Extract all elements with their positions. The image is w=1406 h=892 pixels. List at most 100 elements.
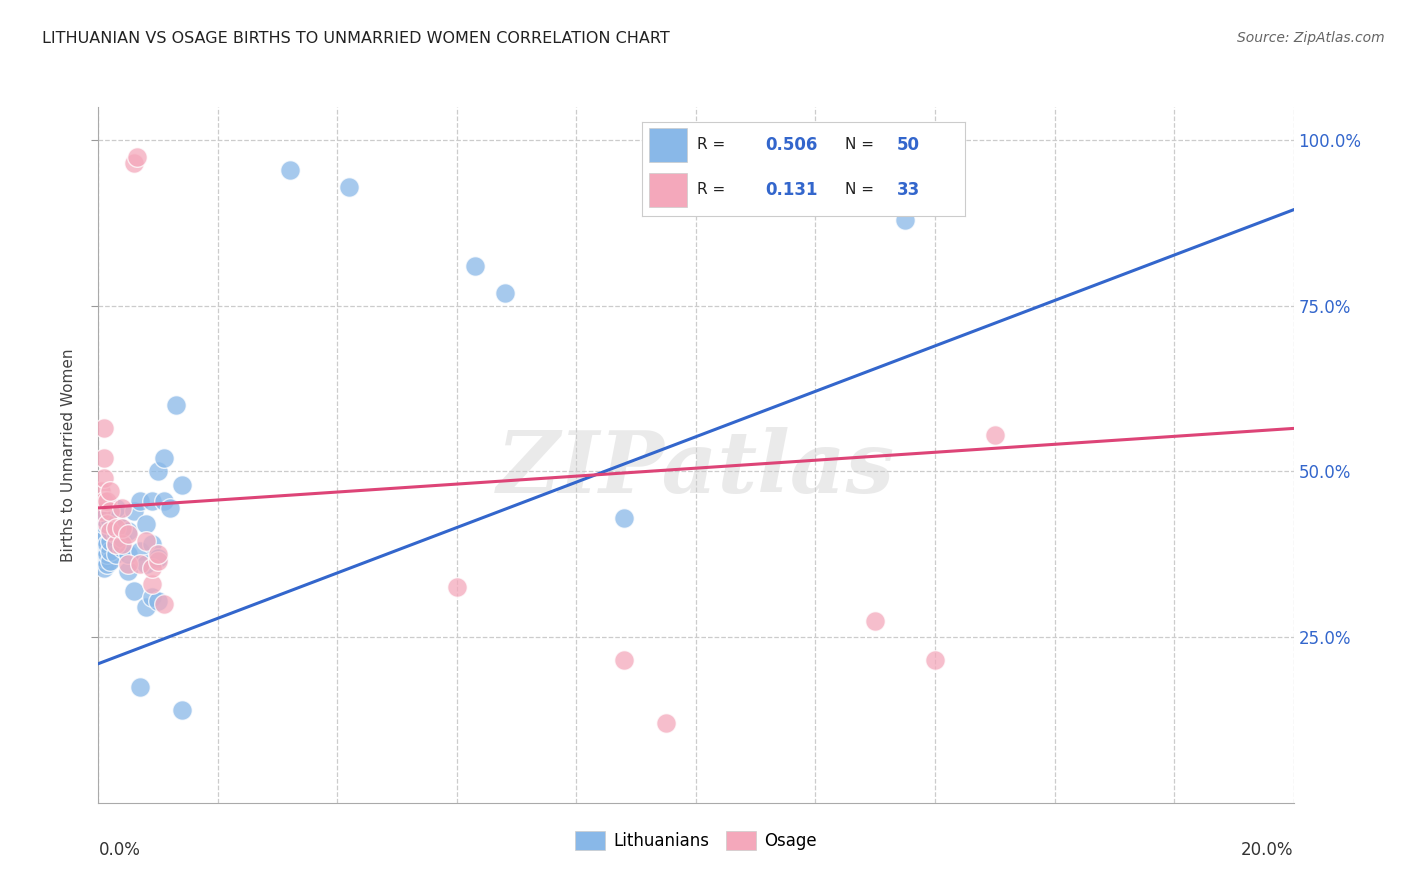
Point <box>93 511 115 525</box>
Point <box>984 428 1007 442</box>
Point <box>111 500 134 515</box>
Point <box>105 521 128 535</box>
Point <box>129 494 152 508</box>
Point <box>924 653 946 667</box>
Bar <box>648 128 688 161</box>
Point <box>135 558 157 572</box>
Point <box>96 558 118 572</box>
Point <box>141 537 163 551</box>
Point <box>129 544 152 558</box>
Point <box>124 504 146 518</box>
Point <box>613 511 636 525</box>
Point <box>105 508 128 522</box>
Point <box>96 494 118 508</box>
Point <box>93 494 115 508</box>
Point <box>117 558 139 572</box>
Point <box>148 593 170 607</box>
Point <box>135 534 157 549</box>
Point <box>117 527 139 541</box>
Legend: Lithuanians, Osage: Lithuanians, Osage <box>568 824 824 857</box>
Point <box>93 531 115 545</box>
Point <box>100 544 122 558</box>
Point <box>165 398 187 412</box>
Point <box>105 537 128 551</box>
Point <box>90 504 112 518</box>
Point <box>117 564 139 578</box>
Point <box>90 544 112 558</box>
Text: R =: R = <box>697 137 725 153</box>
Point <box>129 680 152 694</box>
Point <box>159 500 181 515</box>
Point <box>153 597 176 611</box>
Point <box>93 471 115 485</box>
Point <box>100 484 122 499</box>
Point <box>894 212 917 227</box>
Point <box>339 179 360 194</box>
Point <box>111 521 134 535</box>
Point <box>105 500 128 515</box>
Point <box>655 716 678 731</box>
Point <box>127 150 149 164</box>
Point <box>117 547 139 561</box>
Text: 20.0%: 20.0% <box>1241 841 1294 859</box>
Point <box>117 524 139 538</box>
Point <box>141 560 163 574</box>
Y-axis label: Births to Unmarried Women: Births to Unmarried Women <box>60 348 76 562</box>
Point <box>105 527 128 541</box>
Point <box>93 451 115 466</box>
Text: N =: N = <box>845 183 875 197</box>
Point <box>100 524 122 538</box>
Point <box>90 554 112 568</box>
Text: LITHUANIAN VS OSAGE BIRTHS TO UNMARRIED WOMEN CORRELATION CHART: LITHUANIAN VS OSAGE BIRTHS TO UNMARRIED … <box>42 31 669 46</box>
Point <box>865 614 887 628</box>
Point <box>93 541 115 555</box>
Point <box>100 554 122 568</box>
Text: 0.131: 0.131 <box>765 181 817 199</box>
Bar <box>648 173 688 207</box>
Point <box>93 421 115 435</box>
Point <box>135 517 157 532</box>
Point <box>105 547 128 561</box>
Point <box>124 156 146 170</box>
Point <box>141 591 163 605</box>
Text: 0.0%: 0.0% <box>98 841 141 859</box>
Point <box>148 547 170 561</box>
Point <box>93 550 115 565</box>
Text: R =: R = <box>697 183 725 197</box>
Text: 0.506: 0.506 <box>765 136 817 154</box>
Point <box>90 534 112 549</box>
Point <box>446 581 468 595</box>
Point <box>172 703 194 717</box>
Point <box>141 494 163 508</box>
Point <box>124 583 146 598</box>
Point <box>105 537 128 551</box>
Point <box>111 541 134 555</box>
Text: ZIPatlas: ZIPatlas <box>496 427 896 510</box>
Point <box>111 531 134 545</box>
Point <box>100 534 122 549</box>
Point <box>135 600 157 615</box>
Text: 50: 50 <box>897 136 920 154</box>
Text: Source: ZipAtlas.com: Source: ZipAtlas.com <box>1237 31 1385 45</box>
Point <box>494 285 516 300</box>
Point <box>172 477 194 491</box>
Point <box>613 653 636 667</box>
Point <box>96 537 118 551</box>
Point <box>148 465 170 479</box>
Point <box>111 537 134 551</box>
Point <box>105 517 128 532</box>
Point <box>90 484 112 499</box>
Point <box>100 504 122 518</box>
Point <box>111 521 134 535</box>
Point <box>148 554 170 568</box>
Point <box>96 517 118 532</box>
Text: 33: 33 <box>897 181 921 199</box>
Point <box>100 524 122 538</box>
Point <box>129 558 152 572</box>
Point <box>93 560 115 574</box>
Point <box>278 163 301 178</box>
Text: N =: N = <box>845 137 875 153</box>
Point <box>96 547 118 561</box>
Point <box>93 517 115 532</box>
Point <box>141 577 163 591</box>
